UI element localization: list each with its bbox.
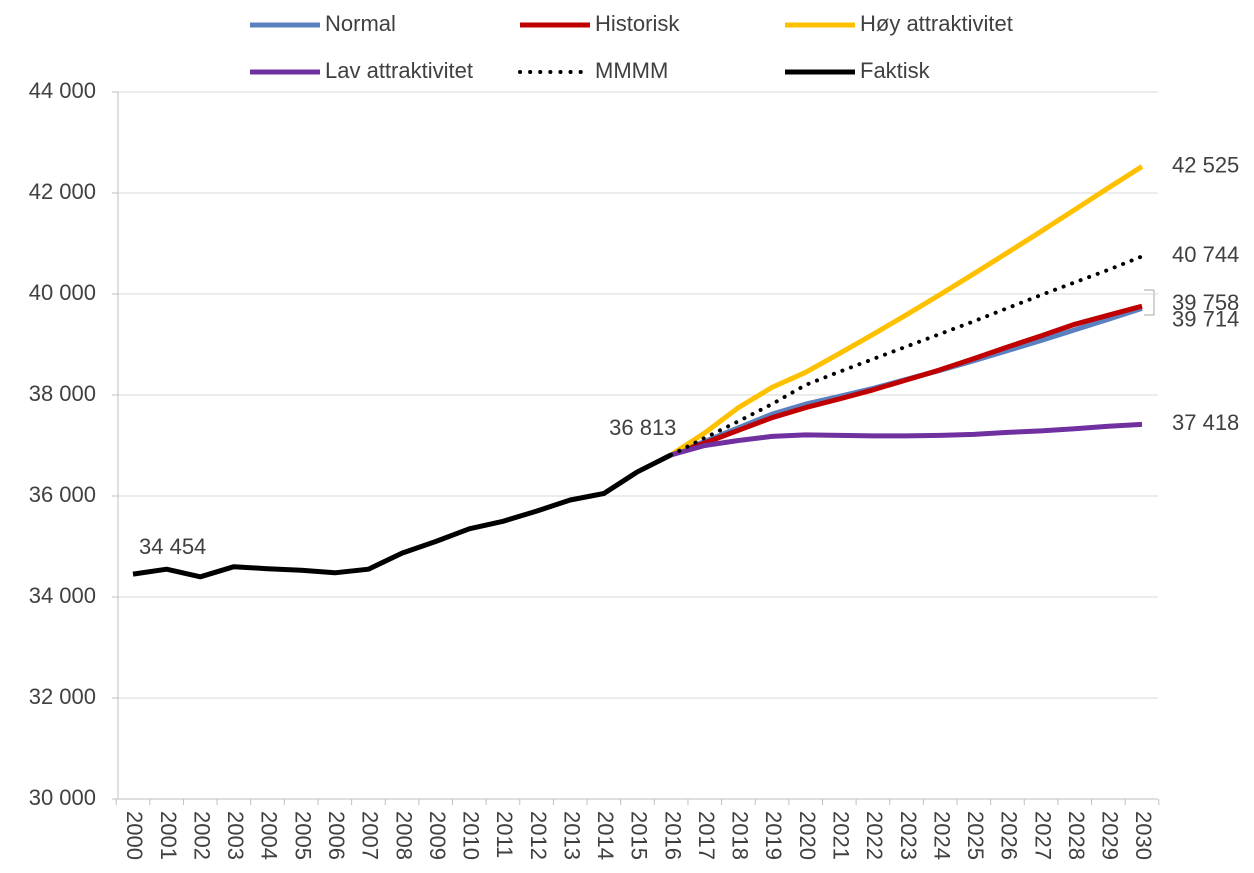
y-tick-label: 34 000 [29, 583, 96, 608]
x-tick-label: 2018 [728, 811, 753, 860]
data-label: 42 525 [1172, 152, 1239, 177]
x-tick-label: 2007 [358, 811, 383, 860]
legend-label: Normal [325, 11, 396, 36]
data-label: 39 758 [1172, 290, 1239, 315]
x-tick-label: 2005 [290, 811, 315, 860]
x-tick-label: 2027 [1030, 811, 1055, 860]
legend-label: MMMM [595, 58, 668, 83]
x-tick-label: 2008 [391, 811, 416, 860]
legend-label: Faktisk [860, 58, 931, 83]
x-tick-label: 2013 [559, 811, 584, 860]
series-line [132, 452, 673, 580]
x-tick-label: 2028 [1064, 811, 1089, 860]
series-line [670, 421, 1143, 458]
series-line [669, 164, 1144, 457]
x-tick-label: 2009 [425, 811, 450, 860]
x-tick-label: 2030 [1131, 811, 1156, 860]
y-tick-label: 36 000 [29, 482, 96, 507]
x-tick-label: 2023 [896, 811, 921, 860]
x-tick-label: 2029 [1098, 811, 1123, 860]
y-tick-label: 44 000 [29, 78, 96, 103]
x-tick-label: 2001 [156, 811, 181, 860]
data-label: 36 813 [609, 415, 676, 440]
y-tick-label: 38 000 [29, 381, 96, 406]
x-tick-label: 2004 [257, 811, 282, 860]
x-tick-label: 2017 [694, 811, 719, 860]
x-tick-label: 2010 [459, 811, 484, 860]
y-tick-label: 40 000 [29, 280, 96, 305]
x-tick-label: 2019 [761, 811, 786, 860]
x-tick-label: 2000 [122, 811, 147, 860]
series-line [670, 303, 1143, 458]
x-tick-label: 2020 [795, 811, 820, 860]
x-tick-label: 2011 [492, 811, 517, 858]
x-tick-label: 2021 [828, 811, 853, 860]
y-tick-label: 42 000 [29, 179, 96, 204]
legend-label: Lav attraktivitet [325, 58, 473, 83]
series-line [669, 254, 1144, 457]
x-tick-label: 2025 [963, 811, 988, 860]
y-tick-label: 32 000 [29, 684, 96, 709]
data-label: 40 744 [1172, 242, 1239, 267]
x-tick-label: 2015 [627, 811, 652, 860]
x-tick-label: 2026 [997, 811, 1022, 860]
x-tick-label: 2024 [929, 811, 954, 860]
x-tick-label: 2003 [223, 811, 248, 860]
legend-label: Høy attraktivitet [860, 11, 1013, 36]
data-label: 34 454 [139, 534, 206, 559]
x-tick-label: 2022 [862, 811, 887, 860]
x-tick-label: 2006 [324, 811, 349, 860]
data-label: 37 418 [1172, 410, 1239, 435]
x-tick-label: 2014 [593, 811, 618, 860]
x-tick-label: 2012 [526, 811, 551, 860]
legend-label: Historisk [595, 11, 680, 36]
y-tick-label: 30 000 [29, 785, 96, 810]
x-tick-label: 2016 [660, 811, 685, 860]
data-label: 39 714 [1172, 306, 1239, 331]
x-tick-label: 2002 [189, 811, 214, 860]
